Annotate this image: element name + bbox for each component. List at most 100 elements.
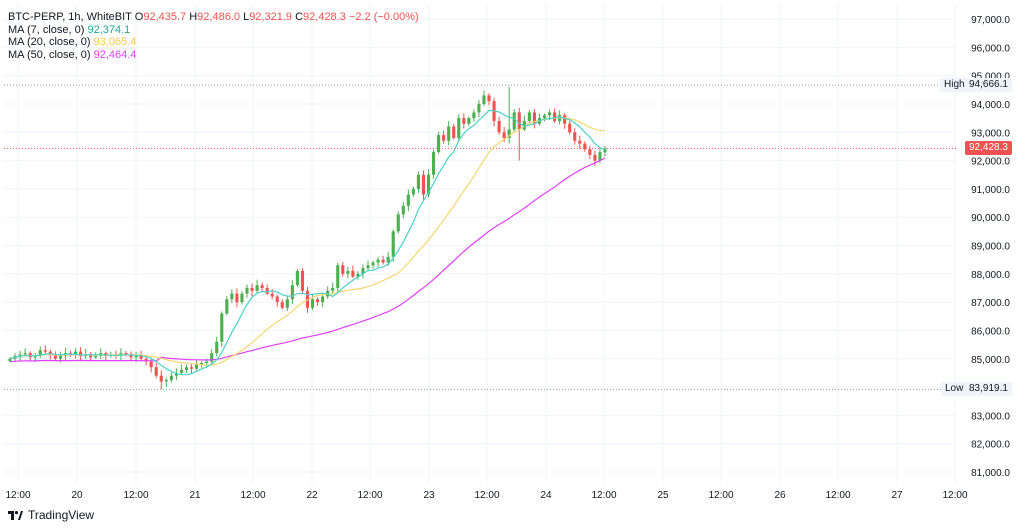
candle-body xyxy=(553,112,557,121)
ma50-line xyxy=(9,157,606,363)
candle-body xyxy=(270,293,274,297)
x-tick-label: 25 xyxy=(657,490,669,501)
candle-body xyxy=(23,353,27,355)
candle-body xyxy=(452,126,456,138)
candle-body xyxy=(593,154,597,161)
x-tick-label: 12:00 xyxy=(942,490,967,501)
tradingview-branding[interactable]: TradingView xyxy=(8,508,94,522)
x-tick-label: 12:00 xyxy=(123,490,148,501)
low-label: L xyxy=(243,11,250,23)
low-tag-value: 83,919.1 xyxy=(969,383,1008,395)
candle-body xyxy=(356,273,360,277)
last-price-tag: 92,428.3 xyxy=(965,141,1012,156)
close-label: C xyxy=(295,11,304,23)
candle-body xyxy=(411,188,415,195)
candle-body xyxy=(174,372,178,376)
ma20-line xyxy=(9,117,606,366)
y-tick-label: 91,000.0 xyxy=(971,185,1010,196)
candle-body xyxy=(578,140,582,144)
candle-body xyxy=(265,287,269,294)
candle-body xyxy=(542,115,547,119)
y-tick-label: 92,000.0 xyxy=(971,157,1010,168)
candle-body xyxy=(73,351,78,355)
candle-body xyxy=(396,214,400,232)
candle-body xyxy=(240,293,244,303)
ma20-row[interactable]: MA (20, close, 0) 93,065.4 xyxy=(8,36,419,49)
candle-body xyxy=(79,351,83,356)
candle-body xyxy=(517,112,521,130)
ohlc-row: BTC-PERP, 1h, WhiteBIT O92,435.7 H92,486… xyxy=(8,11,419,24)
ma20-label: MA (20, close, 0) xyxy=(8,36,91,48)
ma50-label: MA (50, close, 0) xyxy=(8,48,91,61)
candle-body xyxy=(310,299,315,308)
candle-body xyxy=(189,367,194,369)
candle-body xyxy=(225,299,229,314)
y-tick-label: 90,000.0 xyxy=(971,213,1010,224)
x-tick-label: 21 xyxy=(189,490,201,501)
candle-body xyxy=(497,120,501,133)
y-tick-label: 81,000.0 xyxy=(971,468,1010,479)
x-tick-label: 24 xyxy=(540,490,552,501)
low-value-tag: 83,919.1 xyxy=(965,382,1012,397)
x-tick-label: 12:00 xyxy=(240,490,265,501)
x-tick-label: 12:00 xyxy=(357,490,382,501)
candle-body xyxy=(285,299,289,308)
candle-body xyxy=(527,112,531,121)
candle-body xyxy=(603,148,607,153)
candle-body xyxy=(371,262,375,266)
candle-body xyxy=(477,103,481,113)
tradingview-text: TradingView xyxy=(28,508,95,522)
last-price-value: 92,428.3 xyxy=(969,142,1008,154)
candle-body xyxy=(43,350,47,352)
candle-body xyxy=(220,313,224,342)
ma7-row[interactable]: MA (7, close, 0) 92,374.1 xyxy=(8,24,419,37)
candle-body xyxy=(381,259,385,263)
candle-body xyxy=(300,270,305,291)
candle-body xyxy=(164,379,168,382)
candle-body xyxy=(290,285,294,300)
candle-body xyxy=(295,270,299,286)
x-tick-label: 27 xyxy=(891,490,903,501)
y-tick-label: 94,000.0 xyxy=(971,100,1010,111)
y-tick-label: 82,000.0 xyxy=(971,440,1010,451)
y-tick-label: 83,000.0 xyxy=(971,411,1010,422)
candle-body xyxy=(195,364,199,369)
x-tick-label: 20 xyxy=(71,490,83,501)
candle-body xyxy=(583,143,587,150)
ma50-value: 92,464.4 xyxy=(93,48,137,61)
candle-body xyxy=(431,152,436,175)
candle-body xyxy=(472,112,476,119)
candle-body xyxy=(482,95,486,104)
candle-body xyxy=(134,355,138,358)
candle-body xyxy=(124,353,128,355)
candle-body xyxy=(361,268,365,274)
ma50-row[interactable]: MA (50, close, 0) 92,464.4 xyxy=(8,49,419,62)
y-tick-label: 86,000.0 xyxy=(971,326,1010,337)
candle-body xyxy=(336,265,340,288)
candle-body xyxy=(351,270,355,277)
ma7-value: 92,374.1 xyxy=(87,23,131,36)
x-tick-label: 12:00 xyxy=(474,490,499,501)
y-tick-label: 89,000.0 xyxy=(971,242,1010,253)
high-value: 92,486.0 xyxy=(197,11,240,23)
candle-body xyxy=(487,95,491,102)
candle-body xyxy=(38,350,42,356)
candle-body xyxy=(421,174,426,195)
change-value: −2.2 (−0.00%) xyxy=(348,11,419,23)
candle-body xyxy=(200,362,204,365)
candle-body xyxy=(159,375,163,382)
candle-body xyxy=(512,112,516,130)
symbol-title: BTC-PERP, 1h, WhiteBIT xyxy=(8,11,132,23)
candle-body xyxy=(366,265,370,269)
y-tick-label: 97,000.0 xyxy=(971,15,1010,26)
candle-body xyxy=(205,361,209,363)
candle-body xyxy=(467,118,471,124)
candle-body xyxy=(18,354,22,356)
candle-body xyxy=(331,287,335,291)
tradingview-logo-icon xyxy=(8,510,23,520)
candle-body xyxy=(568,123,572,133)
y-tick-label: 85,000.0 xyxy=(971,355,1010,366)
high-label: H xyxy=(189,11,198,23)
candle-body xyxy=(426,174,431,195)
